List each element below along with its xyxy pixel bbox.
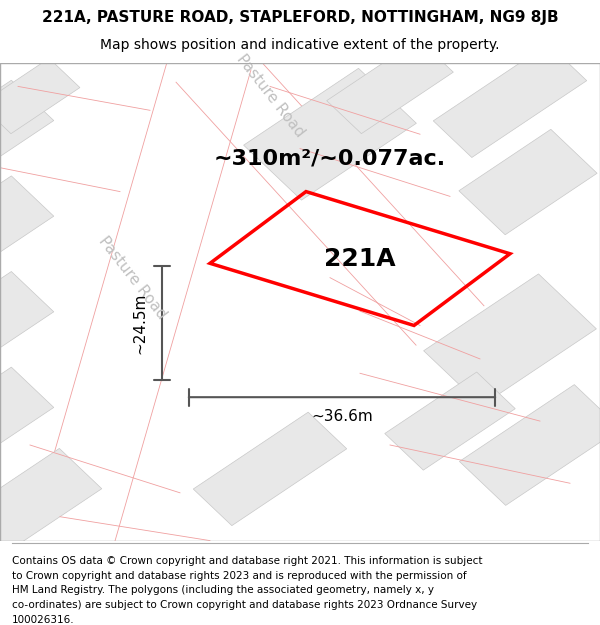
Polygon shape <box>179 43 481 321</box>
Polygon shape <box>424 274 596 406</box>
Text: 100026316.: 100026316. <box>12 615 74 625</box>
Polygon shape <box>0 271 54 379</box>
Polygon shape <box>433 44 587 158</box>
Text: Contains OS data © Crown copyright and database right 2021. This information is : Contains OS data © Crown copyright and d… <box>12 556 482 566</box>
Text: Pasture Road: Pasture Road <box>95 234 169 322</box>
Text: ~36.6m: ~36.6m <box>311 409 373 424</box>
Polygon shape <box>385 372 515 470</box>
Polygon shape <box>244 68 416 200</box>
Polygon shape <box>31 55 251 548</box>
Text: 221A, PASTURE ROAD, STAPLEFORD, NOTTINGHAM, NG9 8JB: 221A, PASTURE ROAD, STAPLEFORD, NOTTINGH… <box>41 10 559 25</box>
Polygon shape <box>0 176 54 284</box>
Polygon shape <box>326 39 454 134</box>
Polygon shape <box>0 80 54 188</box>
Text: HM Land Registry. The polygons (including the associated geometry, namely x, y: HM Land Registry. The polygons (includin… <box>12 586 434 596</box>
Polygon shape <box>193 412 347 526</box>
Text: Pasture Road: Pasture Road <box>233 52 307 140</box>
Text: 221A: 221A <box>324 246 396 271</box>
Polygon shape <box>459 129 597 235</box>
Text: ~24.5m: ~24.5m <box>132 292 147 354</box>
Text: ~310m²/~0.077ac.: ~310m²/~0.077ac. <box>214 148 446 168</box>
Polygon shape <box>0 448 102 556</box>
Polygon shape <box>0 367 54 475</box>
Text: to Crown copyright and database rights 2023 and is reproduced with the permissio: to Crown copyright and database rights 2… <box>12 571 467 581</box>
Polygon shape <box>0 58 80 134</box>
Text: co-ordinates) are subject to Crown copyright and database rights 2023 Ordnance S: co-ordinates) are subject to Crown copyr… <box>12 600 477 610</box>
Text: Map shows position and indicative extent of the property.: Map shows position and indicative extent… <box>100 38 500 52</box>
Polygon shape <box>460 384 600 506</box>
